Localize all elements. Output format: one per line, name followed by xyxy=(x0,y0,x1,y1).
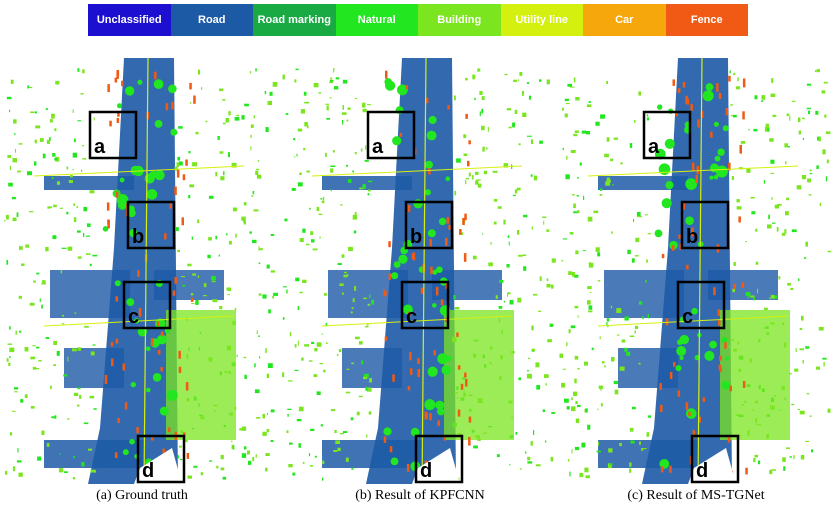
point-cloud-ground-truth: a b c d xyxy=(4,57,278,484)
legend-fence: Fence xyxy=(665,4,748,36)
highlight-box-c: c xyxy=(676,280,726,330)
box-label-d: d xyxy=(696,460,708,482)
legend-road: Road xyxy=(170,4,253,36)
box-label-c: c xyxy=(128,306,139,328)
caption-ms-tgnet: (c) Result of MS-TGNet xyxy=(627,488,765,503)
box-label-a: a xyxy=(648,136,660,158)
legend-utility-line: Utility line xyxy=(500,4,583,36)
point-cloud-scene xyxy=(4,57,278,484)
class-legend: Unclassified Road Road marking Natural B… xyxy=(88,4,748,36)
highlight-box-a: a xyxy=(366,110,416,160)
box-label-b: b xyxy=(686,226,698,248)
point-cloud-scene xyxy=(282,57,556,484)
box-label-d: d xyxy=(420,460,432,482)
box-label-a: a xyxy=(94,136,106,158)
panel-ground-truth: a b c d xyxy=(4,48,280,484)
box-label-a: a xyxy=(372,136,384,158)
point-cloud-kpfcnn: a b c d xyxy=(282,57,556,484)
caption-ground-truth: (a) Ground truth xyxy=(96,488,188,503)
point-cloud-scene xyxy=(559,57,832,484)
highlight-box-a: a xyxy=(642,110,692,160)
box-label-d: d xyxy=(142,460,154,482)
legend-unclassified: Unclassified xyxy=(88,4,171,36)
panel-ms-tgnet: a b c d xyxy=(558,48,834,484)
box-label-b: b xyxy=(410,226,422,248)
panel-kpfcnn: a b c d xyxy=(282,48,558,484)
highlight-box-a: a xyxy=(88,110,138,160)
highlight-box-d: d xyxy=(414,434,464,484)
highlight-box-c: c xyxy=(122,280,172,330)
box-label-b: b xyxy=(132,226,144,248)
caption-kpfcnn: (b) Result of KPFCNN xyxy=(355,488,485,503)
highlight-box-c: c xyxy=(400,280,450,330)
legend-car: Car xyxy=(583,4,666,36)
highlight-box-b: b xyxy=(404,200,454,250)
legend-natural: Natural xyxy=(335,4,418,36)
point-cloud-ms-tgnet: a b c d xyxy=(559,57,832,484)
highlight-box-b: b xyxy=(126,200,176,250)
box-label-c: c xyxy=(682,306,693,328)
box-label-c: c xyxy=(406,306,417,328)
highlight-box-d: d xyxy=(136,434,186,484)
legend-building: Building xyxy=(418,4,501,36)
legend-road-marking: Road marking xyxy=(253,4,336,36)
highlight-box-b: b xyxy=(680,200,730,250)
highlight-box-d: d xyxy=(690,434,740,484)
